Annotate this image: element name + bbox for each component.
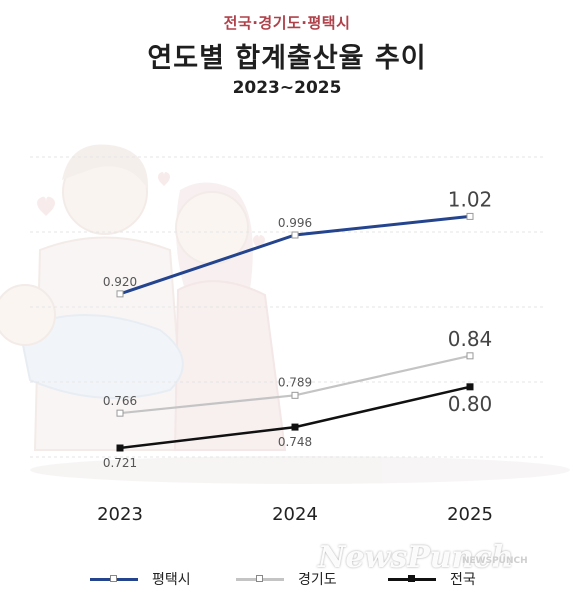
x-tick-2024: 2024 <box>272 504 318 525</box>
data-label-national-2024: 0.748 <box>278 435 312 449</box>
region-subtitle: 전국·경기도·평택시 <box>223 14 351 32</box>
data-label-gyeonggi-2023: 0.766 <box>103 394 137 408</box>
data-point-pyeongtaek-2023 <box>116 290 124 298</box>
data-label-pyeongtaek-2023: 0.920 <box>103 275 137 289</box>
chart-title: 연도별 합계출산율 추이 <box>147 43 427 74</box>
newspunch-small-watermark: NEWSPUNCH <box>462 556 528 566</box>
legend-swatch-pyeongtaek <box>90 574 138 582</box>
x-tick-2023: 2023 <box>97 504 143 525</box>
data-point-national-2024 <box>291 423 299 431</box>
legend-label-gyeonggi: 경기도 <box>298 572 337 588</box>
data-point-pyeongtaek-2024 <box>291 231 299 239</box>
data-label-gyeonggi-2024: 0.789 <box>278 375 312 389</box>
legend-swatch-national <box>388 574 436 582</box>
period-label: 2023~2025 <box>232 78 342 98</box>
data-label-layer: 0.920 0.996 1.02 0.766 0.789 0.84 0.721 0.748 0.… <box>103 187 492 470</box>
data-point-national-2025 <box>466 383 474 391</box>
data-point-pyeongtaek-2025 <box>466 212 474 220</box>
legend-item-gyeonggi: 경기도 <box>236 566 337 592</box>
legend-item-pyeongtaek: 평택시 <box>90 566 191 592</box>
data-label-gyeonggi-2025: 0.84 <box>448 327 493 351</box>
data-label-national-2025: 0.80 <box>448 392 493 416</box>
data-point-gyeonggi-2025 <box>466 352 474 360</box>
x-tick-2025: 2025 <box>447 504 493 525</box>
newspunch-watermark: NewsPunch <box>318 540 514 575</box>
legend-item-national: 전국 <box>388 566 476 592</box>
data-label-national-2023: 0.721 <box>103 456 137 470</box>
series-layer <box>116 212 474 452</box>
data-point-gyeonggi-2024 <box>291 391 299 399</box>
data-point-national-2023 <box>116 444 124 452</box>
data-label-pyeongtaek-2025: 1.02 <box>448 187 493 211</box>
x-axis-ticks: 2023 2024 2025 <box>97 504 493 525</box>
legend: 평택시 경기도 전국 <box>0 566 574 592</box>
data-label-pyeongtaek-2024: 0.996 <box>278 216 312 230</box>
family-illustration <box>0 144 570 484</box>
legend-swatch-gyeonggi <box>236 574 284 582</box>
data-point-gyeonggi-2023 <box>116 409 124 417</box>
legend-label-national: 전국 <box>450 572 476 588</box>
gridlines <box>30 156 544 458</box>
legend-label-pyeongtaek: 평택시 <box>152 572 191 588</box>
